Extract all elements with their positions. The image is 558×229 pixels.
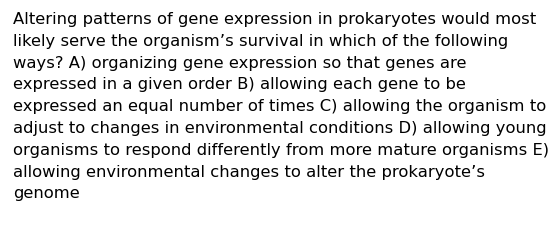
- Text: allowing environmental changes to alter the prokaryote’s: allowing environmental changes to alter …: [13, 164, 485, 179]
- Text: adjust to changes in environmental conditions D) allowing young: adjust to changes in environmental condi…: [13, 120, 547, 135]
- Text: genome: genome: [13, 185, 80, 201]
- Text: likely serve the organism’s survival in which of the following: likely serve the organism’s survival in …: [13, 34, 508, 49]
- Text: organisms to respond differently from more mature organisms E): organisms to respond differently from mo…: [13, 142, 549, 157]
- Text: expressed in a given order B) allowing each gene to be: expressed in a given order B) allowing e…: [13, 77, 466, 92]
- Text: expressed an equal number of times C) allowing the organism to: expressed an equal number of times C) al…: [13, 99, 546, 114]
- Text: Altering patterns of gene expression in prokaryotes would most: Altering patterns of gene expression in …: [13, 12, 536, 27]
- Text: ways? A) organizing gene expression so that genes are: ways? A) organizing gene expression so t…: [13, 55, 466, 70]
